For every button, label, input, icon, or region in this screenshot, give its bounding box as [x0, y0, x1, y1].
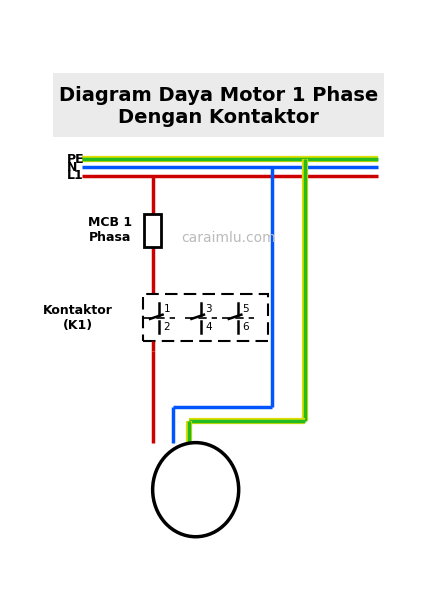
Text: 6: 6	[242, 322, 248, 332]
Text: PE: PE	[66, 153, 84, 166]
Text: Diagram Daya Motor 1 Phase
Dengan Kontaktor: Diagram Daya Motor 1 Phase Dengan Kontak…	[59, 86, 377, 126]
Text: 4: 4	[204, 322, 211, 332]
Text: 5: 5	[242, 304, 248, 314]
Text: 1 Phasa: 1 Phasa	[161, 494, 229, 509]
Text: caraimlu.com: caraimlu.com	[181, 231, 276, 245]
Text: 2: 2	[163, 322, 170, 332]
Text: Kontaktor
(K1): Kontaktor (K1)	[43, 304, 113, 332]
Text: N: N	[66, 161, 77, 174]
Text: L1: L1	[66, 169, 83, 182]
Text: 1: 1	[163, 304, 170, 314]
Bar	[142, 295, 268, 342]
Bar	[53, 73, 383, 137]
Text: MCB 1
Phasa: MCB 1 Phasa	[88, 216, 132, 244]
Ellipse shape	[153, 442, 238, 536]
Text: Motor: Motor	[170, 474, 221, 489]
Text: 3: 3	[204, 304, 211, 314]
Bar	[144, 214, 161, 247]
